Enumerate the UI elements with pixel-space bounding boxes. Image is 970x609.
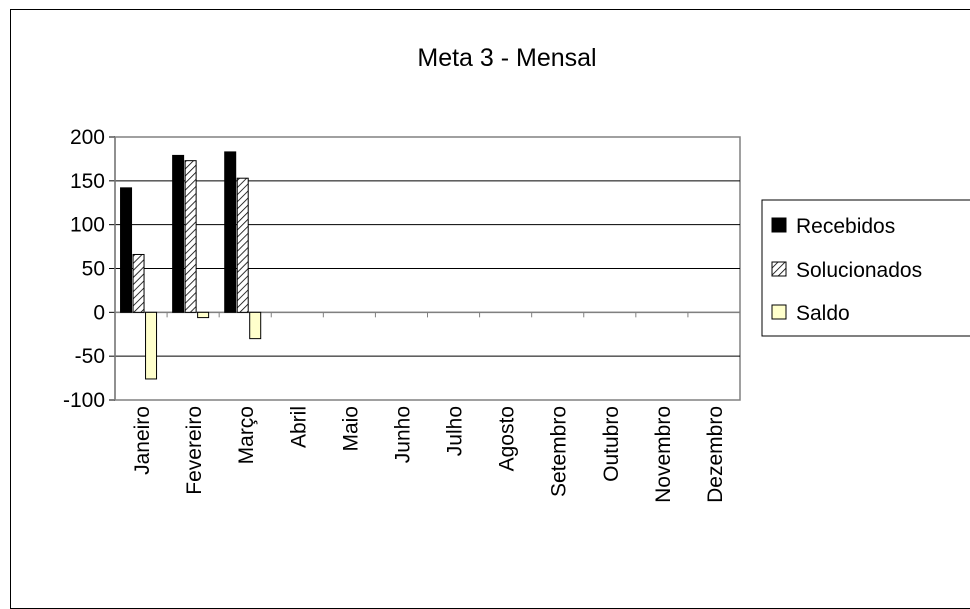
x-tick-label: Agosto xyxy=(496,406,519,471)
bar-recebidos xyxy=(172,154,185,313)
y-tick-label: -100 xyxy=(63,389,105,412)
bar-recebidos xyxy=(224,151,237,313)
x-tick-label: Maio xyxy=(339,406,362,452)
y-tick-label: 200 xyxy=(70,126,105,149)
x-tick-label: Julho xyxy=(444,406,467,456)
x-tick-label: Junho xyxy=(391,406,414,463)
y-tick-label: 150 xyxy=(70,170,105,193)
y-tick-label: 0 xyxy=(93,301,105,324)
x-tick-label: Setembro xyxy=(548,406,571,497)
bar-saldo xyxy=(145,311,158,380)
bar-saldo xyxy=(249,311,262,340)
legend-swatch xyxy=(771,261,787,277)
bar-recebidos xyxy=(120,187,133,313)
x-tick-label: Janeiro xyxy=(131,406,154,475)
y-tick-label: -50 xyxy=(75,345,105,368)
x-tick-label: Fevereiro xyxy=(183,406,206,495)
bars xyxy=(120,151,262,380)
x-tick-label: Abril xyxy=(287,406,310,448)
x-tick-label: Novembro xyxy=(652,406,675,503)
legend-label: Saldo xyxy=(796,302,850,325)
plot-area xyxy=(114,136,741,401)
legend: Recebidos Solucionados Saldo xyxy=(761,199,970,337)
legend-swatch xyxy=(771,217,787,233)
x-tick-label: Março xyxy=(235,406,258,464)
legend-label: Recebidos xyxy=(796,215,895,238)
legend-label: Solucionados xyxy=(796,259,922,282)
bar-solucionados xyxy=(184,160,197,313)
bar-saldo xyxy=(197,311,210,319)
x-tick-label: Dezembro xyxy=(704,406,727,503)
legend-swatch xyxy=(771,304,787,320)
bar-solucionados xyxy=(132,253,145,313)
y-tick-label: 100 xyxy=(70,214,105,237)
y-axis: 200 150 100 50 0 -50 -100 xyxy=(63,126,116,412)
y-tick-label: 50 xyxy=(82,258,105,281)
x-tick-label: Outubro xyxy=(600,406,623,482)
legend-box xyxy=(761,199,970,337)
chart-title: Meta 3 - Mensal xyxy=(417,44,596,72)
x-axis: Janeiro Fevereiro Março Abril Maio Junho Julho… xyxy=(114,312,741,503)
chart-canvas: Meta 3 - Mensal 200 150 100 50 0 -50 -100 Jane… xyxy=(63,44,970,503)
bar-solucionados xyxy=(236,177,249,313)
